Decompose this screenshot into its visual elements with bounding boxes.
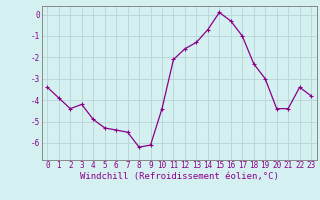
X-axis label: Windchill (Refroidissement éolien,°C): Windchill (Refroidissement éolien,°C) bbox=[80, 172, 279, 181]
